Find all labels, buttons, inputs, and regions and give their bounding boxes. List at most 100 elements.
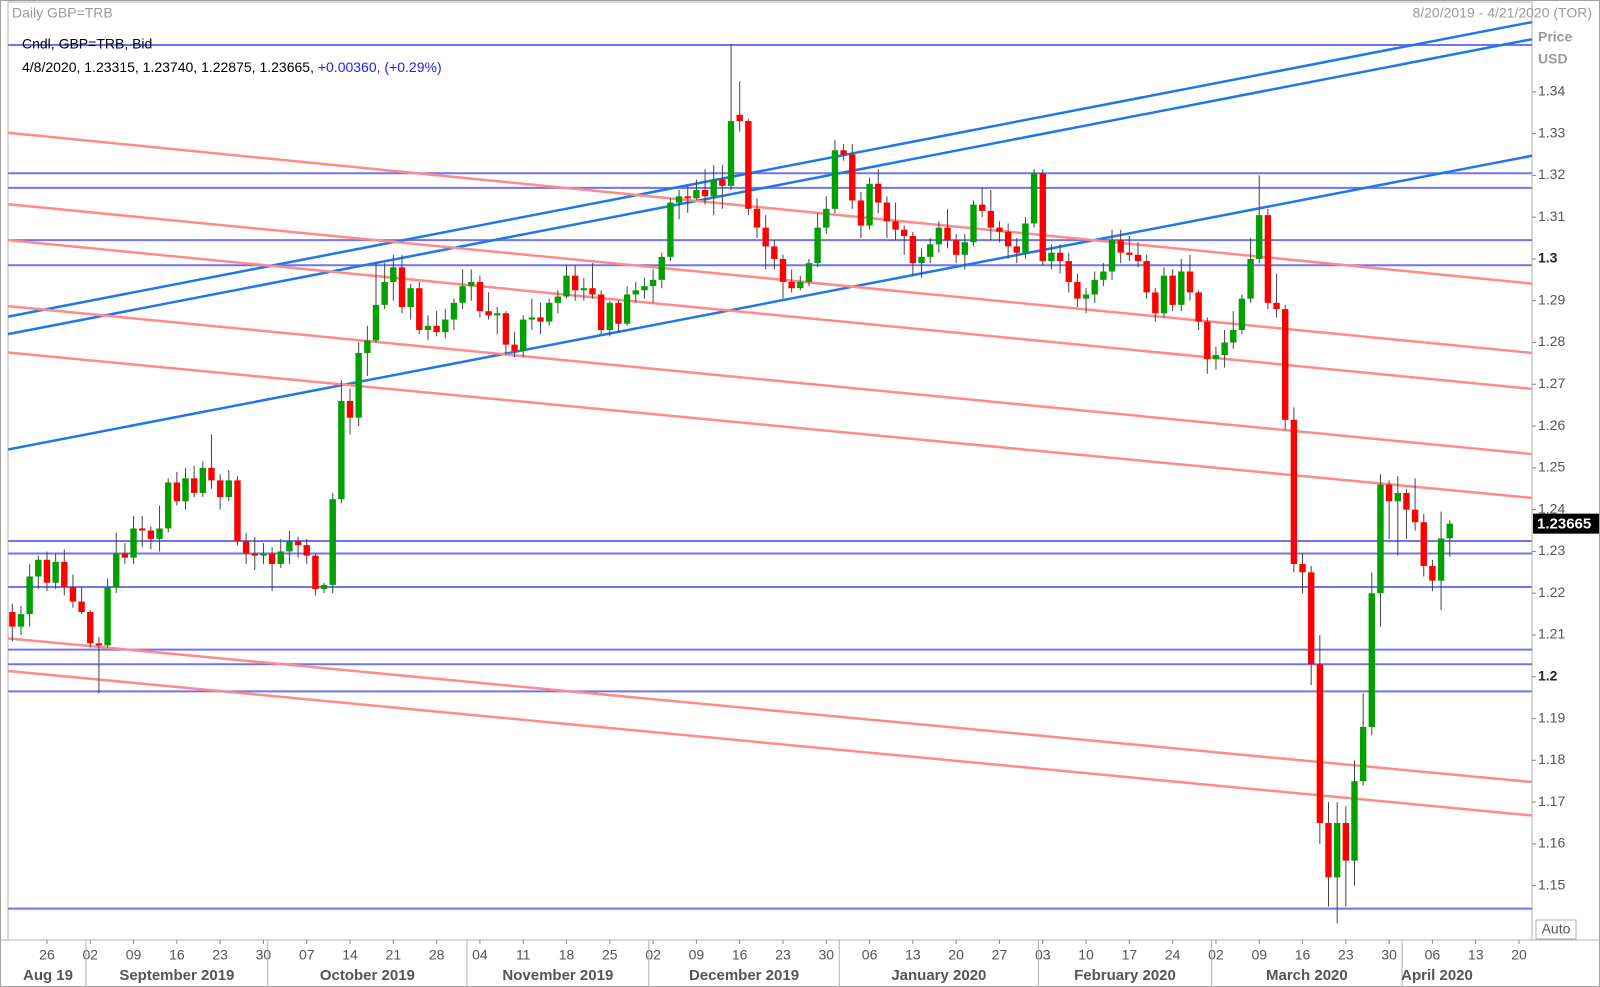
auto-button[interactable] <box>1535 919 1577 940</box>
last-price-label: 1.23665 <box>1537 516 1591 533</box>
candle-body <box>1126 252 1133 255</box>
x-tick-label: 25 <box>602 947 618 963</box>
candle-body <box>1108 240 1116 272</box>
y-tick-label: 1.19 <box>1538 709 1565 725</box>
candle-body <box>1048 252 1055 262</box>
legend-low: 1.22875 <box>201 59 252 75</box>
legend-close: 1.23665 <box>259 59 310 75</box>
candle-body <box>1247 258 1254 299</box>
candle-body <box>1342 823 1350 861</box>
candle-body <box>355 352 362 418</box>
candle-body <box>35 559 42 577</box>
x-tick-label: 06 <box>862 947 878 963</box>
candle-body <box>468 281 475 287</box>
legend-high: 1.23740 <box>143 59 194 75</box>
candle-body <box>1065 261 1072 282</box>
candle-body <box>494 313 501 316</box>
trend-line <box>8 637 1532 784</box>
candle-body <box>814 227 821 264</box>
candle-body <box>779 258 787 282</box>
candle-body <box>182 478 189 502</box>
candle-body <box>745 121 752 209</box>
candle-body <box>762 227 769 247</box>
y-tick-label: 1.28 <box>1538 333 1565 349</box>
candle-body <box>788 281 795 289</box>
candle-body <box>1420 522 1427 567</box>
candle-body <box>1282 309 1289 420</box>
candle-body <box>260 553 267 556</box>
candle-body <box>667 202 674 257</box>
x-tick-label: 26 <box>39 947 55 963</box>
candle-body <box>268 553 276 564</box>
candle-body <box>1351 781 1358 861</box>
x-tick-label: 02 <box>645 947 661 963</box>
candle-body <box>225 480 233 498</box>
legend-values: 4/8/2020, 1.23315, 1.23740, 1.22875, 1.2… <box>22 59 442 75</box>
candle-body <box>139 528 146 531</box>
candle-body <box>805 263 813 282</box>
trend-line <box>8 351 1532 500</box>
candle-body <box>944 227 951 241</box>
month-label: November 2019 <box>502 967 613 984</box>
candle-body <box>1204 321 1211 360</box>
y-tick-label: 1.33 <box>1538 124 1565 140</box>
month-label: Aug 19 <box>23 967 73 984</box>
candle-body <box>381 281 388 305</box>
candle-body <box>104 586 111 646</box>
y-tick-label: 1.23 <box>1538 542 1565 558</box>
auto-button-label[interactable]: Auto <box>1542 921 1571 937</box>
candle-body <box>710 179 717 197</box>
candle-body <box>511 344 518 351</box>
plot-area <box>7 1 1533 941</box>
month-label: December 2019 <box>689 967 799 984</box>
candle-body <box>1238 298 1246 330</box>
candle-body <box>1429 566 1436 581</box>
candle-body <box>1100 271 1107 280</box>
trend-line <box>8 202 1532 355</box>
x-tick-label: 04 <box>472 947 488 963</box>
candle-body <box>528 317 536 320</box>
candle-body <box>216 480 224 498</box>
y-tick-label: 1.18 <box>1538 751 1565 767</box>
candle-body <box>961 242 969 255</box>
candle-body <box>1290 419 1298 564</box>
candle-body <box>1377 484 1384 594</box>
month-label: October 2019 <box>320 967 415 984</box>
candle-body <box>1178 271 1185 305</box>
candle-body <box>1169 275 1176 305</box>
candle-body <box>1394 492 1401 502</box>
legend-change: +0.00360, <box>318 59 381 75</box>
candle-body <box>580 288 588 291</box>
candle-body <box>26 576 33 615</box>
candle-body <box>17 614 25 627</box>
candle-body <box>840 150 847 155</box>
candle-body <box>554 296 562 303</box>
candle-body <box>364 340 371 353</box>
candle-body <box>113 553 120 587</box>
legend-open: 1.23315 <box>84 59 135 75</box>
trend-line <box>8 20 1532 318</box>
candle-body <box>520 319 527 351</box>
y-tick-label: 1.26 <box>1538 417 1565 433</box>
candle-body <box>476 281 484 312</box>
trend-line <box>8 154 1532 451</box>
candle-body <box>277 551 284 564</box>
candle-body <box>1186 271 1194 293</box>
month-label: September 2019 <box>119 967 234 984</box>
candle-body <box>1403 492 1410 510</box>
last-price-tag <box>1533 513 1599 534</box>
candle-body <box>823 208 830 228</box>
candle-body <box>797 281 804 289</box>
candle-body <box>1299 563 1306 573</box>
x-tick-label: 14 <box>342 947 358 963</box>
x-tick-label: 23 <box>212 947 228 963</box>
y-tick-label: 1.34 <box>1538 83 1565 99</box>
candle-body <box>294 540 302 546</box>
candle-body <box>1160 275 1168 314</box>
candle-body <box>1273 302 1280 310</box>
y-tick-label: 1.21 <box>1538 626 1565 642</box>
candle-body <box>502 313 510 345</box>
trend-line <box>8 304 1532 456</box>
x-tick-label: 24 <box>1165 947 1181 963</box>
candle-body <box>164 482 172 529</box>
